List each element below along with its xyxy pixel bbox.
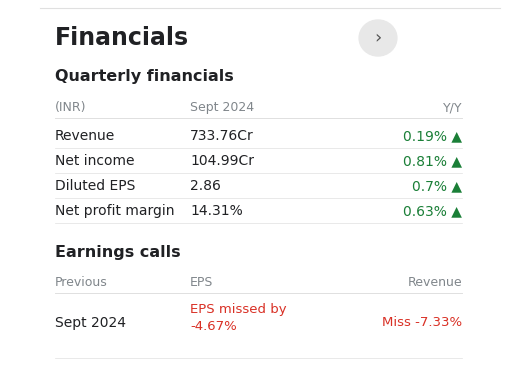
Text: Earnings calls: Earnings calls	[55, 246, 180, 261]
Text: Revenue: Revenue	[55, 129, 115, 143]
Text: Previous: Previous	[55, 276, 108, 290]
Ellipse shape	[359, 20, 397, 56]
Text: (INR): (INR)	[55, 102, 86, 114]
Text: Revenue: Revenue	[407, 276, 462, 290]
Text: 0.81% ▲: 0.81% ▲	[403, 154, 462, 168]
Text: 104.99Cr: 104.99Cr	[190, 154, 254, 168]
Text: Financials: Financials	[55, 26, 189, 50]
Text: 14.31%: 14.31%	[190, 204, 243, 218]
Text: 0.19% ▲: 0.19% ▲	[403, 129, 462, 143]
Text: 0.7% ▲: 0.7% ▲	[412, 179, 462, 193]
Text: EPS missed by
-4.67%: EPS missed by -4.67%	[190, 303, 286, 333]
Text: 733.76Cr: 733.76Cr	[190, 129, 254, 143]
Text: 2.86: 2.86	[190, 179, 221, 193]
Text: Y/Y: Y/Y	[443, 102, 462, 114]
Text: 0.63% ▲: 0.63% ▲	[403, 204, 462, 218]
Text: Diluted EPS: Diluted EPS	[55, 179, 135, 193]
Text: Sept 2024: Sept 2024	[190, 102, 254, 114]
Text: ›: ›	[374, 29, 382, 47]
Text: Sept 2024: Sept 2024	[55, 316, 126, 330]
Text: Quarterly financials: Quarterly financials	[55, 69, 234, 84]
Text: Miss -7.33%: Miss -7.33%	[382, 316, 462, 330]
Text: Net income: Net income	[55, 154, 134, 168]
Text: EPS: EPS	[190, 276, 214, 290]
Text: Net profit margin: Net profit margin	[55, 204, 175, 218]
